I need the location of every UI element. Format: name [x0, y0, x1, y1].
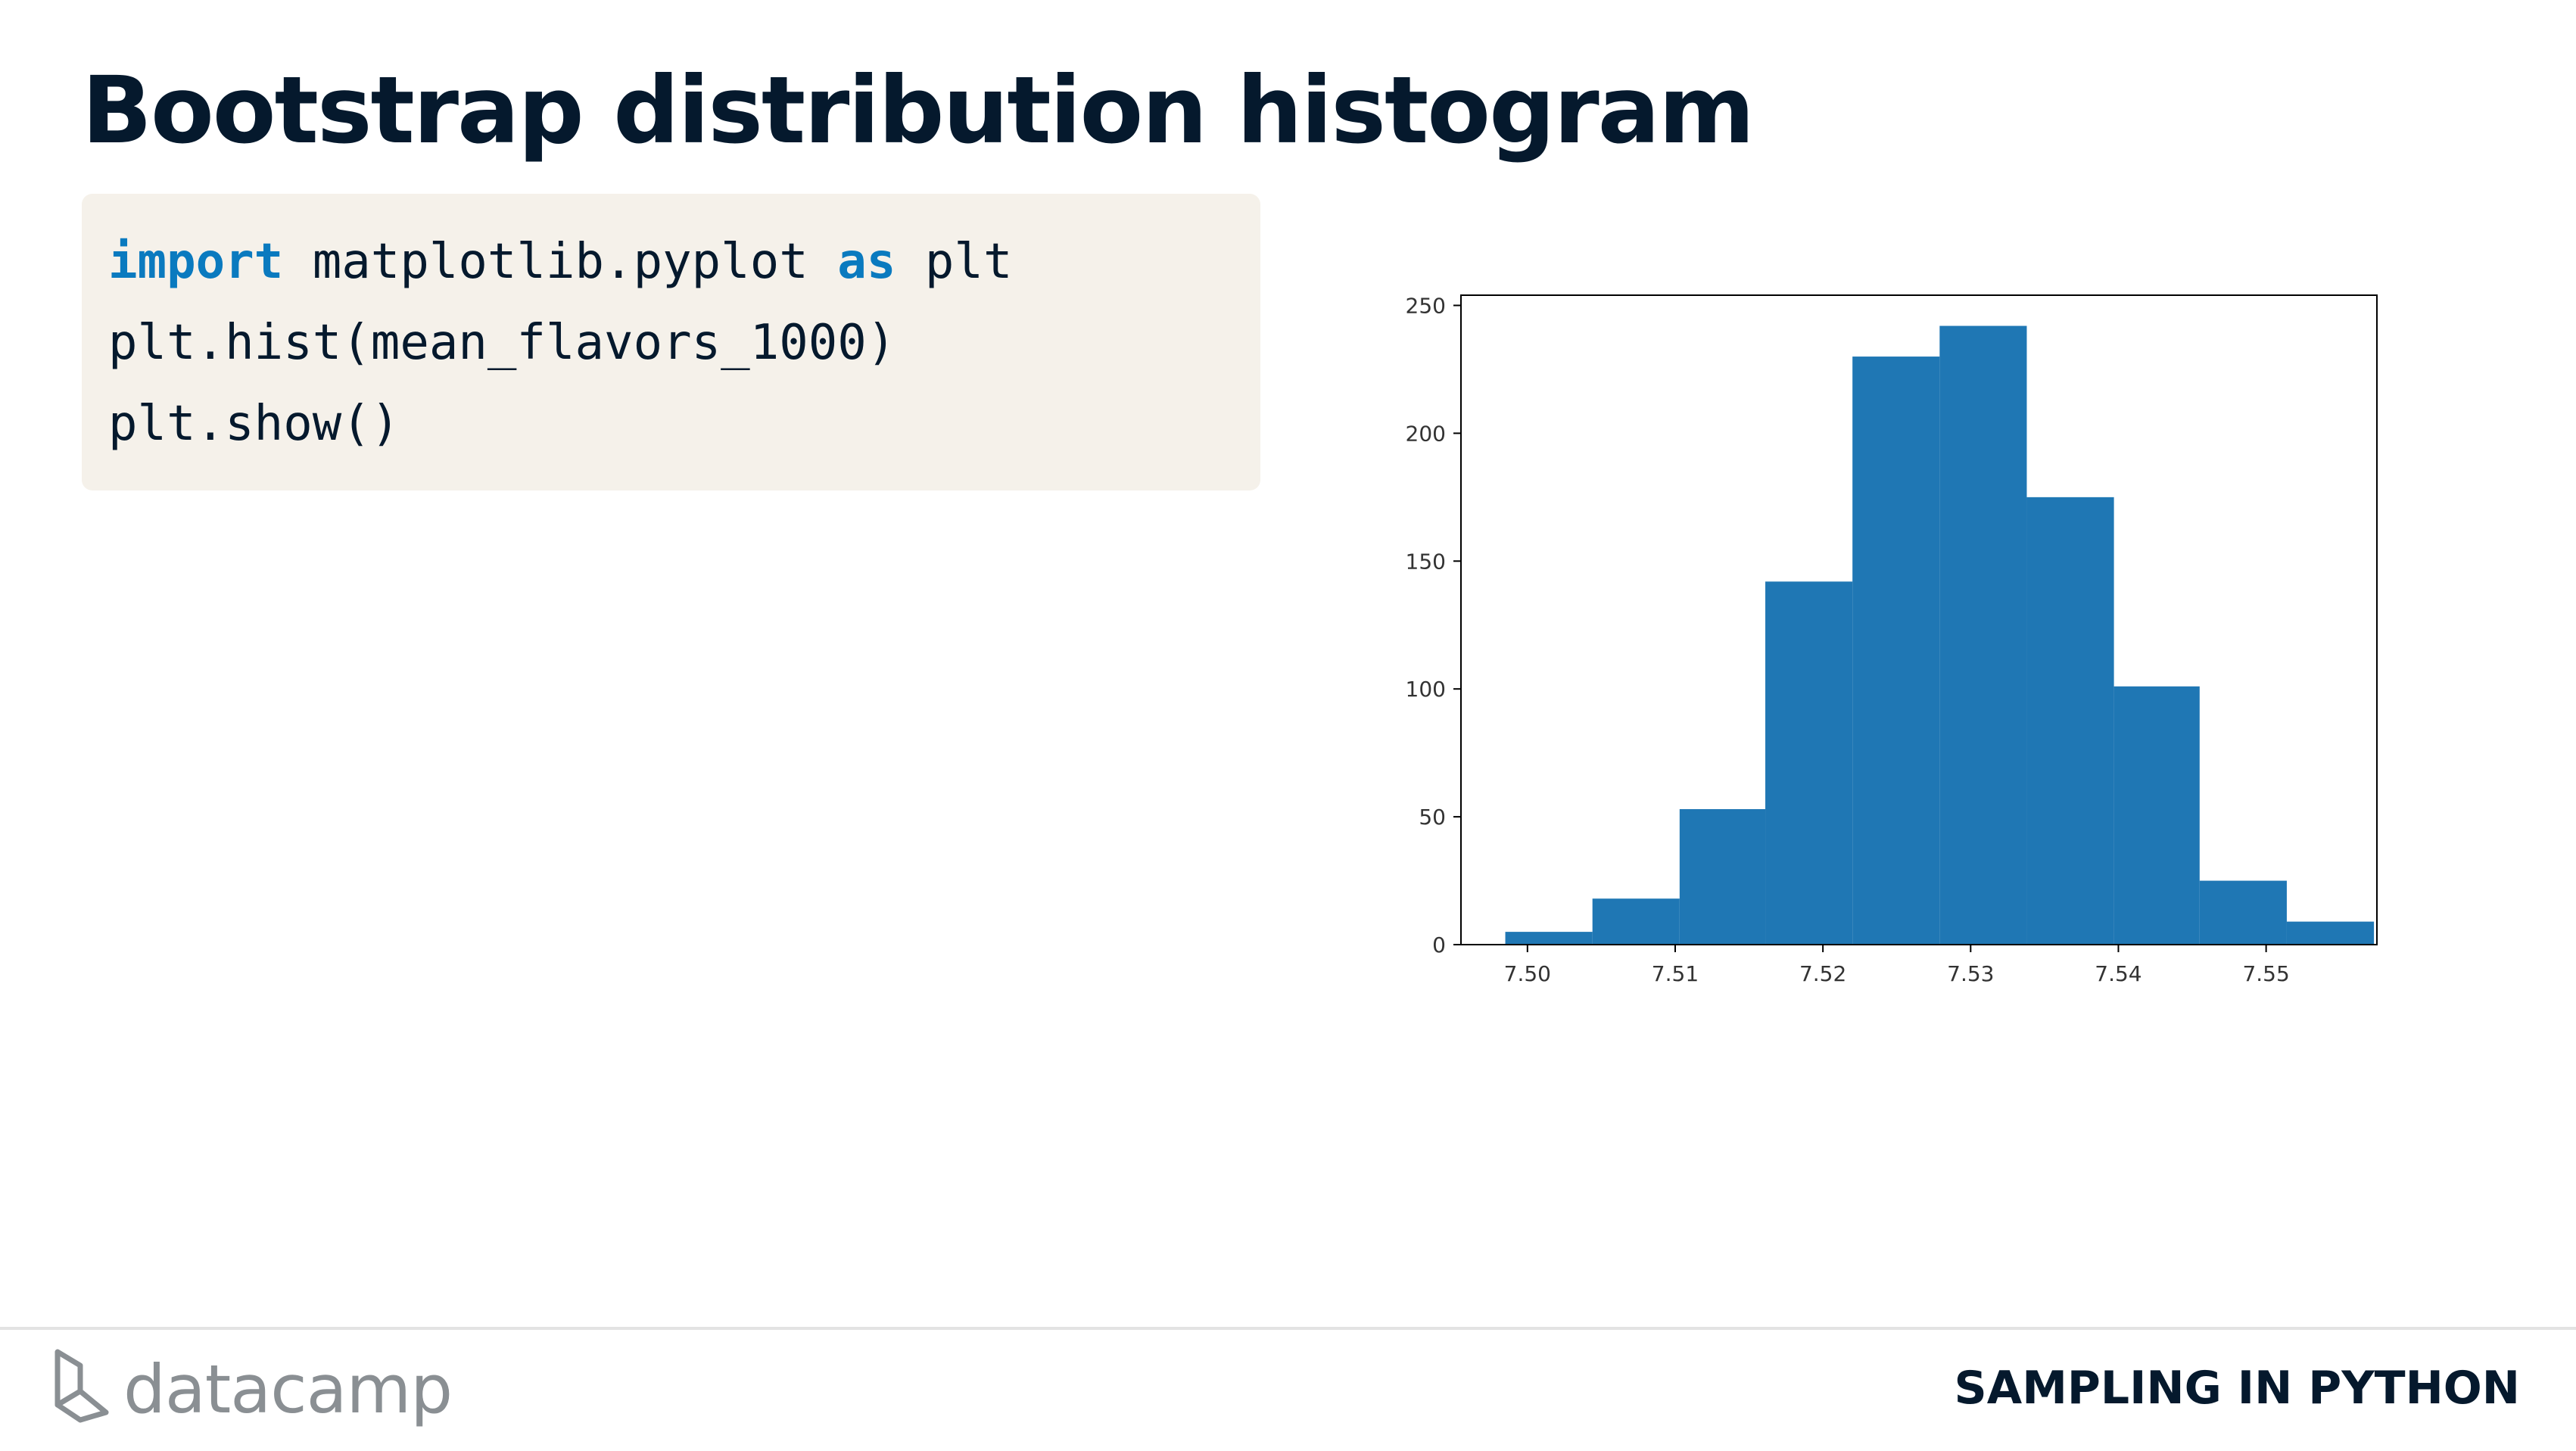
plot-frame: [1460, 294, 2378, 945]
course-name: SAMPLING IN PYTHON: [1954, 1362, 2520, 1415]
histogram-bar: [1505, 932, 1593, 945]
histogram-chart: 7.50 7.51 7.52 7.53 7.54 7.55 0 50 100 150 200 250: [1406, 294, 2378, 986]
y-tick-label: 0: [1432, 933, 1446, 957]
x-axis: 7.50 7.51 7.52 7.53 7.54 7.55: [1504, 945, 2290, 986]
code-line-1: import matplotlib.pyplot as plt: [108, 232, 1012, 292]
code-text: matplotlib.pyplot: [283, 234, 838, 290]
code-text: plt.hist(mean_flavors_1000): [108, 315, 896, 371]
y-tick-label: 200: [1406, 421, 1446, 446]
histogram-bar: [1939, 325, 2027, 945]
x-tick-label: 7.54: [2095, 961, 2141, 986]
code-line-2: plt.hist(mean_flavors_1000): [108, 313, 896, 373]
histogram-bar: [1679, 808, 1766, 945]
x-tick-label: 7.51: [1652, 961, 1699, 986]
code-block: import matplotlib.pyplot as plt plt.hist…: [82, 194, 1260, 490]
datacamp-logo: datacamp: [51, 1344, 453, 1435]
code-line-3: plt.show(): [108, 394, 400, 454]
y-tick-label: 250: [1406, 294, 1446, 319]
x-tick-label: 7.50: [1504, 961, 1551, 986]
histogram-bar: [2113, 686, 2200, 945]
datacamp-wordmark: datacamp: [123, 1350, 453, 1428]
y-tick-label: 50: [1419, 805, 1446, 830]
histogram-bar: [1592, 898, 1680, 945]
histogram-bar: [2026, 497, 2114, 945]
histogram-bar: [2199, 880, 2287, 945]
datacamp-logo-icon: [55, 1349, 109, 1423]
y-axis: 0 50 100 150 200 250: [1406, 294, 1461, 957]
footer-divider: [0, 1327, 2576, 1330]
slide-title: Bootstrap distribution histogram: [82, 57, 1755, 164]
x-tick-label: 7.53: [1947, 961, 1994, 986]
x-tick-label: 7.55: [2242, 961, 2289, 986]
histogram-bar: [1765, 581, 1853, 945]
code-text: plt.show(): [108, 396, 400, 452]
x-tick-label: 7.52: [1799, 961, 1846, 986]
code-keyword: import: [108, 234, 284, 290]
histogram-bar: [1852, 357, 1940, 945]
code-keyword: as: [837, 234, 896, 290]
histogram-bars: [1505, 325, 2375, 945]
code-text: plt: [896, 234, 1013, 290]
histogram-bar: [2286, 921, 2375, 945]
y-tick-label: 100: [1406, 677, 1446, 702]
y-tick-label: 150: [1406, 549, 1446, 574]
